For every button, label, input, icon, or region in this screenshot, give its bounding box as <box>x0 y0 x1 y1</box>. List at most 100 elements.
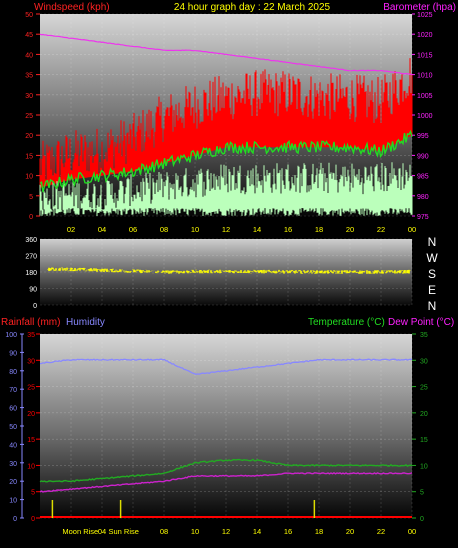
windspeed-tick-6: 30 <box>25 93 33 100</box>
time-tick-top-6: 14 <box>253 225 261 234</box>
windspeed-tick-8: 40 <box>25 52 33 59</box>
temperature-tick-3: 15 <box>420 437 428 444</box>
time-tick-bottom-1: 04 <box>98 527 106 536</box>
barometer-axis: 975 980 985 990 995 1000 1005 1010 1015 1020 1025 <box>412 12 433 221</box>
barometer-title: Barometer (hpa) <box>383 2 456 13</box>
dewpoint-title: Dew Point (°C) <box>388 317 454 328</box>
rainfall-tick-5: 25 <box>27 385 35 392</box>
temperature-tick-7: 35 <box>420 332 428 339</box>
barometer-tick-2: 985 <box>417 174 429 181</box>
humidity-title: Humidity <box>66 317 105 328</box>
time-tick-top-8: 18 <box>315 225 323 234</box>
time-tick-bottom-0: Moon Rise <box>62 527 98 536</box>
time-tick-top-3: 08 <box>160 225 168 234</box>
barometer-tick-0: 975 <box>417 214 429 221</box>
windspeed-tick-10: 50 <box>25 12 33 19</box>
time-tick-bottom-3: 08 <box>160 527 168 536</box>
compass-label-n-top: N <box>428 235 437 249</box>
direction-tick-2: 180 <box>25 270 37 277</box>
time-axis-top: 02 04 06 08 10 12 14 16 18 20 22 00 <box>67 225 416 234</box>
temperature-line <box>39 458 413 483</box>
rainfall-tick-4: 20 <box>27 411 35 418</box>
barometer-tick-1: 980 <box>417 194 429 201</box>
time-tick-top-2: 06 <box>129 225 137 234</box>
rainfall-tick-1: 5 <box>31 490 35 497</box>
time-tick-top-4: 10 <box>191 225 199 234</box>
rainfall-tick-0: 0 <box>31 516 35 523</box>
rainfall-title: Rainfall (mm) <box>1 317 60 328</box>
wind-average-line <box>39 129 413 193</box>
time-tick-bottom-7: 16 <box>284 527 292 536</box>
temperature-tick-6: 30 <box>420 358 428 365</box>
wind-low-series <box>39 162 413 216</box>
windspeed-axis: 0 5 10 15 20 25 30 35 40 45 50 <box>25 12 40 221</box>
barometer-tick-9: 1020 <box>417 32 433 39</box>
windspeed-title: Windspeed (kph) <box>34 2 110 13</box>
humidity-tick-3: 30 <box>9 461 17 468</box>
compass-label-n-bottom: N <box>428 299 437 313</box>
wind-series <box>39 33 413 216</box>
humidity-tick-6: 60 <box>9 406 17 413</box>
barometer-tick-10: 1025 <box>417 12 433 19</box>
windspeed-tick-5: 25 <box>25 113 33 120</box>
direction-tick-0: 0 <box>33 303 37 310</box>
barometer-tick-7: 1010 <box>417 73 433 80</box>
windspeed-tick-4: 20 <box>25 133 33 140</box>
direction-tick-4: 360 <box>25 237 37 244</box>
time-tick-bottom-11: 00 <box>408 527 416 536</box>
time-tick-bottom-6: 14 <box>253 527 261 536</box>
time-tick-bottom-5: 12 <box>222 527 230 536</box>
compass-label-e: E <box>428 283 436 297</box>
time-tick-bottom-2: Sun Rise <box>108 527 138 536</box>
compass-label-s: S <box>428 267 436 281</box>
humidity-tick-10: 100 <box>5 332 17 339</box>
time-tick-top-5: 12 <box>222 225 230 234</box>
direction-axis: 0 90 180 270 360 <box>25 237 37 310</box>
time-tick-top-11: 00 <box>408 225 416 234</box>
time-tick-bottom-4: 10 <box>191 527 199 536</box>
temp-humidity-series <box>39 358 413 518</box>
humidity-tick-8: 80 <box>9 369 17 376</box>
humidity-axis: 0 10 20 30 40 50 60 70 80 90 100 <box>5 332 24 523</box>
temperature-tick-4: 20 <box>420 411 428 418</box>
time-axis-bottom: Moon Rise 04 Sun Rise 08 10 12 14 16 18 20 22 00 <box>62 527 416 536</box>
rainfall-tick-3: 15 <box>27 437 35 444</box>
temperature-axis: 0 5 10 15 20 25 30 35 <box>412 332 428 523</box>
direction-series <box>47 267 411 274</box>
time-tick-top-9: 20 <box>346 225 354 234</box>
time-tick-top-10: 22 <box>377 225 385 234</box>
time-tick-top-7: 16 <box>284 225 292 234</box>
humidity-tick-1: 10 <box>9 498 17 505</box>
wind-direction-series <box>47 267 411 274</box>
temperature-tick-2: 10 <box>420 463 428 470</box>
temperature-tick-5: 25 <box>420 385 428 392</box>
rainfall-tick-6: 30 <box>27 358 35 365</box>
time-tick-bottom-9: 20 <box>346 527 354 536</box>
time-tick-top-0: 02 <box>67 225 75 234</box>
direction-gridlines <box>40 238 413 306</box>
humidity-line <box>39 358 412 376</box>
humidity-tick-9: 90 <box>9 350 17 357</box>
compass-label-w: W <box>426 251 438 265</box>
humidity-tick-7: 70 <box>9 387 17 394</box>
humidity-tick-0: 0 <box>13 516 17 523</box>
wind-gust-series <box>39 58 413 188</box>
windspeed-tick-9: 45 <box>25 32 33 39</box>
compass-labels: N W S E N <box>426 235 438 313</box>
windspeed-tick-2: 10 <box>25 174 33 181</box>
rainfall-tick-2: 10 <box>27 463 35 470</box>
humidity-tick-4: 40 <box>9 442 17 449</box>
time-tick-top-1: 04 <box>98 225 106 234</box>
barometer-tick-6: 1005 <box>417 93 433 100</box>
temperature-tick-0: 0 <box>420 516 424 523</box>
barometer-line <box>39 33 413 76</box>
humidity-tick-5: 50 <box>9 424 17 431</box>
windspeed-tick-7: 35 <box>25 73 33 80</box>
barometer-tick-8: 1015 <box>417 52 433 59</box>
windspeed-tick-3: 15 <box>25 153 33 160</box>
temperature-title: Temperature (°C) <box>308 317 385 328</box>
time-tick-bottom-10: 22 <box>377 527 385 536</box>
temperature-tick-1: 5 <box>420 490 424 497</box>
